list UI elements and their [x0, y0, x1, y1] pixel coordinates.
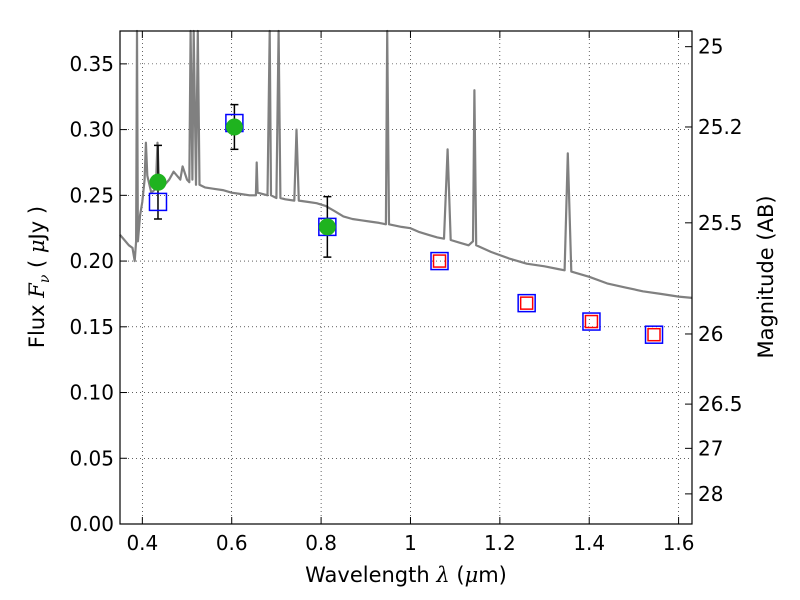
grid-lines	[120, 31, 692, 525]
model-blue-square	[148, 192, 168, 212]
y2-tick-label: 27	[698, 436, 723, 460]
model-red-square	[584, 314, 599, 329]
y-tick-label: 0.25	[69, 183, 114, 207]
x-tick-label: 0.6	[216, 531, 248, 555]
y-tick-label: 0.00	[69, 512, 114, 536]
model-red-square	[647, 327, 661, 342]
model-blue-square	[644, 325, 664, 344]
y2-tick-label: 28	[698, 482, 723, 506]
x-tick-label: 1.2	[484, 531, 516, 555]
model-blue-square	[517, 293, 536, 313]
spectrum-line	[119, 29, 693, 299]
y-tick-label: 0.30	[69, 118, 114, 142]
y-tick-label: 0.05	[69, 446, 114, 470]
x-tick-label: 0.4	[126, 531, 158, 555]
model-red-square	[432, 254, 447, 268]
y-tick-label: 0.15	[69, 315, 114, 339]
y-tick-label: 0.35	[69, 52, 114, 76]
model-blue-square	[582, 312, 601, 331]
x-tick-label: 0.8	[305, 531, 337, 555]
y2-tick-label: 25.5	[698, 211, 743, 235]
y2-axis-title: Magnitude (AB)	[754, 195, 778, 358]
y2-tick-label: 26	[698, 322, 723, 346]
y-axis-title: Flux Fν ( μJy )	[25, 206, 53, 348]
observed-point	[318, 218, 336, 236]
x-tick-label: 1	[404, 531, 417, 555]
x-tick-label: 1.6	[663, 531, 695, 555]
y2-tick-label: 26.5	[698, 392, 743, 416]
model-blue-square	[430, 251, 449, 271]
tick-layer: 0.4 0.6 0.8 1 1.2 1.4 1.6 0.00 0.05 0.10 0.15 0.20 0…	[69, 31, 743, 555]
marker-layer	[148, 103, 664, 344]
y2-tick-label: 25	[698, 35, 723, 59]
model-red-square	[519, 296, 534, 310]
observed-point	[149, 173, 167, 191]
x-axis-title: Wavelength λ (μm)	[305, 563, 507, 587]
plot-frame	[119, 30, 693, 525]
x-tick-label: 1.4	[573, 531, 605, 555]
y-tick-label: 0.20	[69, 249, 114, 273]
observed-point	[225, 118, 243, 136]
y2-tick-label: 25.2	[698, 115, 743, 139]
spectrum-layer	[119, 29, 693, 299]
y-tick-label: 0.10	[69, 381, 114, 405]
